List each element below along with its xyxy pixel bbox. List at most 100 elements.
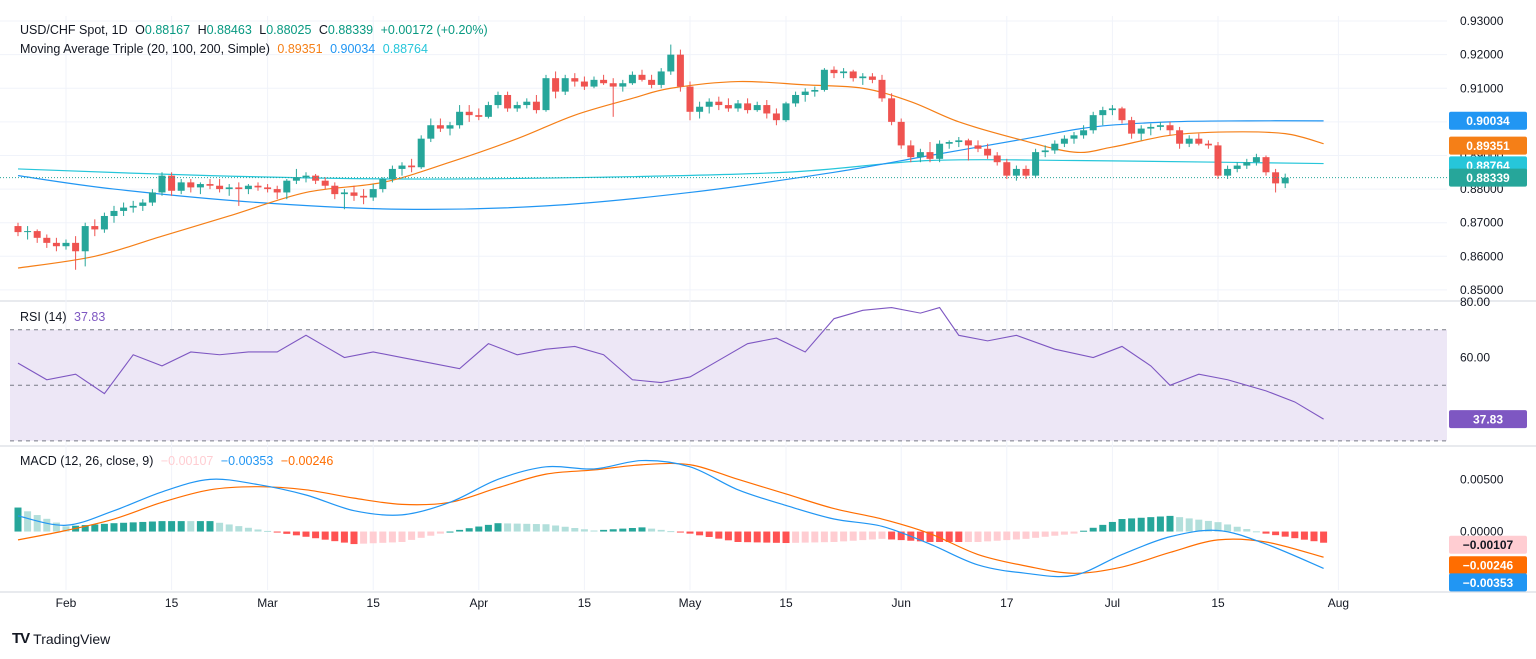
candle — [417, 135, 425, 169]
candle — [1089, 111, 1097, 134]
macd-hist-bar — [1137, 517, 1145, 532]
macd-hist-bar — [532, 524, 540, 532]
candle-body — [840, 71, 848, 74]
macd-hist-bar — [1080, 530, 1088, 532]
candle — [196, 182, 204, 195]
macd-signal-tag-text: −0.00246 — [1463, 559, 1514, 573]
macd-hist-bar — [302, 531, 310, 537]
candle — [504, 91, 512, 112]
candle-body — [955, 140, 963, 143]
macd-hist-bar — [331, 531, 339, 542]
candle — [427, 118, 435, 143]
candle — [753, 101, 761, 112]
macd-hist-bar — [427, 531, 435, 536]
x-tick-label: Feb — [56, 596, 77, 610]
candle — [619, 79, 627, 92]
macd-hist-tag-bg — [1449, 535, 1527, 554]
candle-body — [744, 103, 752, 111]
macd-hist-bar — [734, 531, 742, 542]
candle — [820, 68, 828, 92]
candle — [744, 98, 752, 114]
ma100-price-tag: 0.90034 — [1449, 111, 1527, 130]
macd-hist-bar — [24, 511, 32, 532]
candle-body — [331, 185, 339, 195]
macd-hist-bar — [1108, 521, 1116, 532]
macd-hist-bar — [369, 531, 377, 544]
candle — [446, 121, 454, 136]
macd-hist-bar — [1262, 531, 1270, 534]
macd-hist-bar — [1224, 524, 1232, 532]
x-tick-label: 15 — [165, 596, 179, 610]
candle-body — [120, 207, 128, 211]
macd-hist-bar — [484, 524, 492, 532]
candle-body — [398, 165, 406, 169]
macd-hist-bar — [139, 521, 147, 532]
rsi-value-tag: 37.83 — [1449, 410, 1527, 429]
macd-y-tick: 0.00500 — [1460, 472, 1504, 486]
candle-body — [72, 242, 80, 252]
candle — [350, 185, 358, 201]
candle-body — [1195, 138, 1203, 144]
macd-hist-bar — [705, 531, 713, 537]
macd-hist-bar — [936, 531, 944, 542]
candle-body — [504, 94, 512, 109]
candle-body — [964, 140, 972, 146]
macd-y-tick: 0.00000 — [1460, 525, 1504, 539]
macd-hist-bar — [552, 525, 560, 532]
candle — [331, 182, 339, 200]
macd-hist-bar — [1243, 529, 1251, 532]
x-tick-label: Aug — [1328, 596, 1349, 610]
macd-hist-bar — [763, 531, 771, 543]
candle — [1233, 162, 1241, 173]
macd-hist-bar — [350, 531, 358, 545]
macd-hist-bar — [830, 531, 838, 542]
macd-pane — [14, 459, 1328, 578]
macd-hist-tag: −0.00107 — [1449, 535, 1527, 554]
macd-hist-bar — [801, 531, 809, 543]
macd-hist-bar — [388, 531, 396, 543]
candle — [1262, 155, 1270, 176]
candle — [187, 179, 195, 193]
candle — [148, 189, 156, 206]
candle-body — [657, 71, 665, 85]
x-tick-label: 17 — [1000, 596, 1014, 610]
high-label: H — [197, 23, 207, 37]
price-y-tick: 0.87000 — [1460, 216, 1504, 230]
candle — [1003, 158, 1011, 180]
candle-body — [513, 105, 521, 109]
candle-body — [1176, 130, 1184, 144]
macd-hist-bar — [312, 531, 320, 539]
candle-body — [379, 179, 387, 190]
candle — [772, 108, 780, 126]
macd-title[interactable]: MACD (12, 26, close, 9) — [20, 454, 154, 468]
rsi-title[interactable]: RSI (14) — [20, 310, 67, 324]
macd-hist-bar — [955, 531, 963, 542]
tradingview-brand[interactable]: TV TradingView — [12, 630, 110, 647]
candle-body — [187, 182, 195, 188]
rsi-value-tag-text: 37.83 — [1473, 413, 1503, 427]
ma100-price-tag-bg — [1449, 111, 1527, 130]
candle — [1156, 121, 1164, 131]
rsi-legend: RSI (14) 37.83 — [20, 310, 105, 324]
candle — [916, 148, 924, 163]
candle — [715, 96, 723, 111]
macd-hist-bar — [465, 528, 473, 532]
candle — [936, 140, 944, 163]
price-y-tick: 0.93000 — [1460, 14, 1504, 28]
candle — [283, 179, 291, 200]
candle — [1099, 106, 1107, 126]
macd-hist-bar — [571, 527, 579, 532]
candle — [475, 108, 483, 121]
macd-signal-tag-bg — [1449, 556, 1527, 575]
ma-title[interactable]: Moving Average Triple (20, 100, 200, Sim… — [20, 42, 270, 56]
macd-hist-bar — [648, 528, 656, 532]
symbol-title[interactable]: USD/CHF Spot, 1D — [20, 23, 128, 37]
candle-body — [638, 74, 646, 80]
macd-hist-bar — [974, 531, 982, 542]
price-y-tick: 0.91000 — [1460, 81, 1504, 95]
macd-hist-bar — [398, 531, 406, 542]
last-price-tag: 0.88339 — [1449, 168, 1527, 187]
macd-hist-bar — [1300, 531, 1308, 540]
macd-hist-bar — [254, 529, 262, 532]
